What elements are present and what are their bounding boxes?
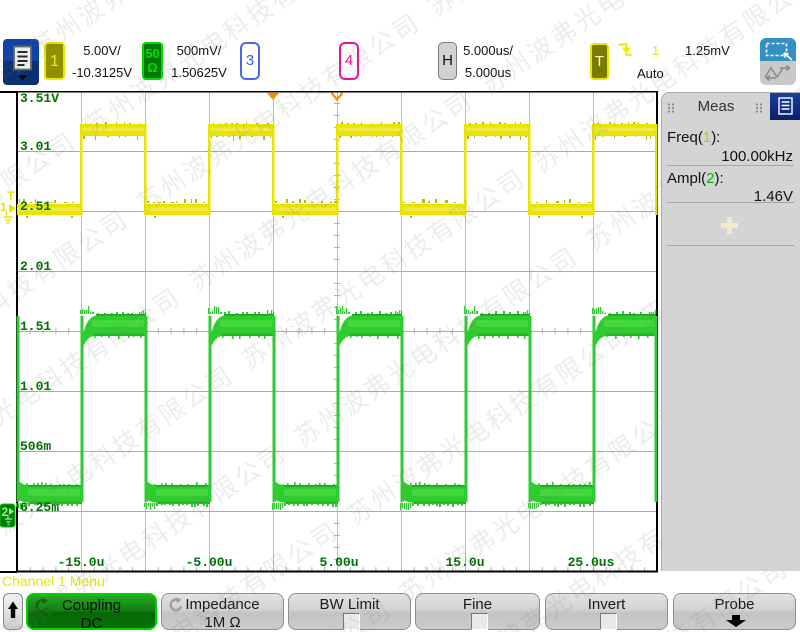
svg-text:6.25m: 6.25m bbox=[20, 500, 59, 515]
svg-text:25.0us: 25.0us bbox=[568, 555, 615, 570]
svg-text:506m: 506m bbox=[20, 439, 51, 454]
svg-text:3.51V: 3.51V bbox=[20, 91, 59, 106]
svg-text:2.51: 2.51 bbox=[20, 199, 51, 214]
svg-text:1.51: 1.51 bbox=[20, 319, 51, 334]
svg-text:1.01: 1.01 bbox=[20, 379, 51, 394]
svg-text:2.01: 2.01 bbox=[20, 259, 51, 274]
svg-text:-15.0u: -15.0u bbox=[58, 555, 105, 570]
svg-text:15.0u: 15.0u bbox=[445, 555, 484, 570]
svg-text:3.01: 3.01 bbox=[20, 139, 51, 154]
svg-text:T: T bbox=[7, 189, 15, 203]
svg-text:-5.00u: -5.00u bbox=[186, 555, 233, 570]
svg-text:5.00u: 5.00u bbox=[319, 555, 358, 570]
